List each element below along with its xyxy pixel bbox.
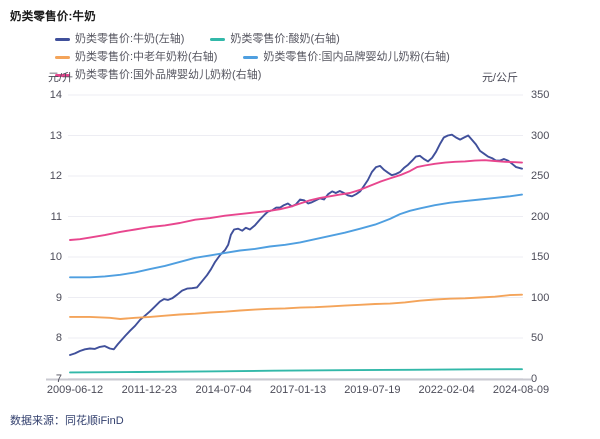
- x-tick-label: 2014-07-04: [195, 384, 252, 396]
- legend-item[interactable]: 奶类零售价:酸奶(右轴): [210, 33, 340, 46]
- legend-line-icon: [55, 38, 70, 41]
- x-tick-label: 2011-12-23: [121, 384, 178, 396]
- legend-label: 奶类零售价:酸奶(右轴): [230, 33, 340, 45]
- legend-item[interactable]: 奶类零售价:牛奶(左轴): [55, 33, 184, 46]
- legend-line-icon: [55, 56, 70, 59]
- left-tick-label: 13: [49, 129, 62, 142]
- legend-label: 奶类零售价:中老年奶粉(右轴): [75, 51, 218, 63]
- legend-item[interactable]: 奶类零售价:国外品牌婴幼儿奶粉(右轴): [55, 69, 261, 82]
- right-tick-label: 0: [531, 372, 538, 385]
- data-source-label: 数据来源：同花顺iFinD: [10, 415, 124, 427]
- legend-line-icon: [210, 38, 226, 41]
- series-line[interactable]: [69, 293, 523, 320]
- left-tick-label: 10: [49, 251, 62, 263]
- left-tick-label: 12: [49, 170, 62, 182]
- series-line[interactable]: [69, 368, 523, 374]
- right-axis-unit-label: 元/公斤: [481, 72, 518, 84]
- x-tick-label: 2019-07-19: [344, 384, 401, 396]
- series-line[interactable]: [69, 193, 523, 279]
- right-tick-label: 350: [531, 89, 550, 101]
- legend-line-icon: [243, 56, 259, 59]
- x-tick-label: 2017-01-13: [269, 384, 327, 396]
- legend-item[interactable]: 奶类零售价:中老年奶粉(右轴): [55, 51, 217, 64]
- legend-label: 奶类零售价:国外品牌婴幼儿奶粉(右轴): [75, 69, 262, 81]
- x-tick-label: 2024-08-09: [492, 384, 550, 396]
- legend: 奶类零售价:牛奶(左轴) 奶类零售价:酸奶(右轴) 奶类零售价:中老年奶粉(右轴) 奶…: [55, 33, 495, 82]
- x-tick-label: 2022-02-04: [418, 384, 475, 396]
- legend-label: 奶类零售价:牛奶(左轴): [75, 33, 185, 45]
- series-line[interactable]: [69, 133, 523, 356]
- x-tick-label: 2009-06-12: [46, 384, 104, 396]
- legend-line-icon: [55, 74, 70, 77]
- right-tick-label: 300: [531, 129, 550, 142]
- left-tick-label: 14: [49, 89, 62, 101]
- left-tick-label: 11: [50, 210, 62, 223]
- right-tick-label: 50: [531, 332, 544, 344]
- right-tick-label: 250: [531, 170, 550, 182]
- left-axis-unit-label: 元/升: [48, 72, 74, 84]
- legend-label: 奶类零售价:国内品牌婴幼儿奶粉(右轴): [263, 51, 450, 63]
- series-line[interactable]: [69, 159, 523, 241]
- left-tick-label: 9: [55, 291, 62, 304]
- page-title: 奶类零售价:牛奶: [10, 11, 96, 23]
- right-tick-label: 200: [531, 210, 550, 223]
- left-tick-label: 7: [55, 372, 62, 385]
- left-tick-label: 8: [55, 332, 62, 344]
- right-tick-label: 100: [531, 291, 550, 304]
- right-tick-label: 150: [531, 251, 550, 263]
- legend-item[interactable]: 奶类零售价:国内品牌婴幼儿奶粉(右轴): [243, 51, 450, 64]
